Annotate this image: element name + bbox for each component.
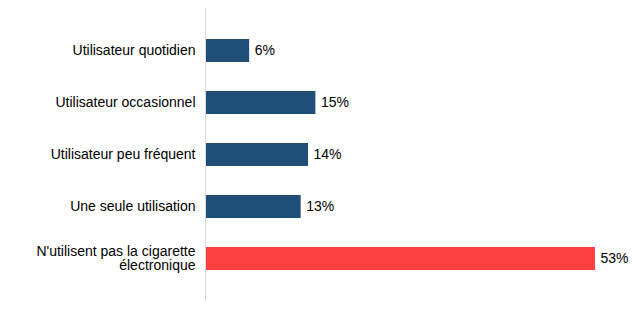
svg-text:N'utilisent pas la cigaretteél: N'utilisent pas la cigaretteélectronique: [36, 243, 195, 273]
svg-text:15%: 15%: [321, 94, 349, 110]
svg-text:Une seule utilisation: Une seule utilisation: [70, 198, 195, 214]
svg-text:Utilisateur occasionnel: Utilisateur occasionnel: [55, 94, 195, 110]
svg-text:Utilisateur quotidien: Utilisateur quotidien: [73, 42, 196, 58]
svg-text:Utilisateur peu fréquent: Utilisateur peu fréquent: [51, 146, 196, 162]
svg-text:13%: 13%: [306, 198, 334, 214]
svg-text:6%: 6%: [255, 42, 275, 58]
svg-text:53%: 53%: [601, 250, 629, 266]
svg-text:14%: 14%: [314, 146, 342, 162]
